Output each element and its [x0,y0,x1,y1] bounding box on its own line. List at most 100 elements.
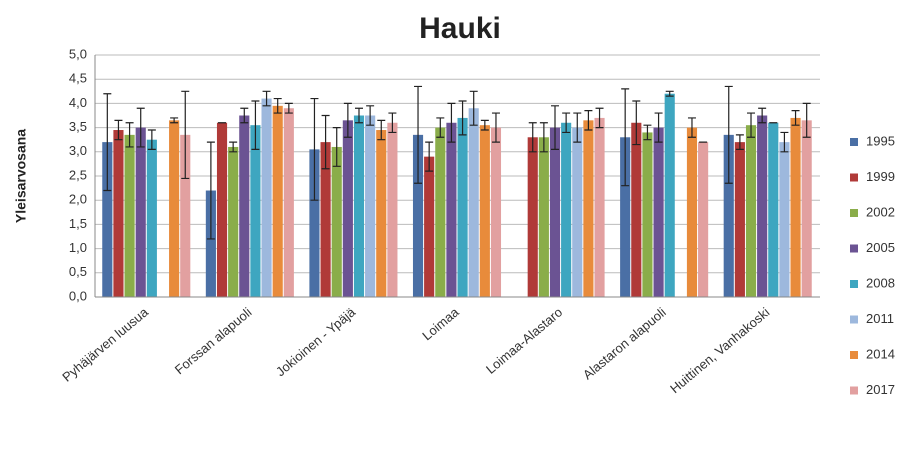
error-bar [414,85,423,184]
error-bar [480,119,489,131]
error-bar [262,90,271,107]
bar [490,127,502,297]
bar [446,122,457,297]
bar [342,120,353,297]
bar [561,122,572,297]
legend-label: 1995 [866,133,895,148]
bar [250,125,261,298]
error-bar [632,100,641,146]
x-tick-label: Huittinen, Vanhakoski [667,304,772,396]
error-bar [181,90,190,180]
bar [365,115,376,297]
error-bar [687,117,696,138]
x-tick-label: Pyhäjärven luusua [59,304,151,385]
error-bar [125,122,134,148]
error-bar [240,107,249,124]
error-bar [665,90,674,97]
y-tick-label: 1,5 [69,216,87,231]
error-bar [206,141,215,240]
error-bar [147,129,156,150]
error-bar [539,122,548,153]
bar [424,156,435,297]
bar [594,117,605,297]
legend-label: 1999 [866,169,895,184]
bar [527,137,538,297]
error-bar [724,85,733,184]
error-bar [584,110,593,131]
bar [572,127,583,297]
y-tick-label: 0,5 [69,264,87,279]
y-tick-label: 0,0 [69,288,87,303]
legend-label: 2014 [866,346,895,361]
bar [734,142,745,297]
x-tick-label: Loimaa-Alastaro [483,304,565,376]
legend-swatch [850,209,858,217]
bar [768,122,779,297]
error-bar [284,102,293,114]
legend-swatch [850,138,858,146]
error-bar [621,88,630,187]
error-bar [310,97,319,201]
bar [583,120,594,297]
bar [686,127,698,297]
bar [146,139,157,297]
bar [479,125,490,298]
legend-label: 2011 [866,311,894,326]
chart-title: Hauki [419,12,501,45]
x-tick-label: Alastaron alapuoli [580,304,669,382]
x-tick-label: Jokioinen - Ypäjä [273,304,359,379]
bar [272,105,283,297]
bar [283,108,294,298]
error-bar [425,141,434,172]
error-bar [273,97,282,114]
bar [468,108,479,298]
error-bar [758,107,767,124]
error-bar [103,93,112,192]
error-bar [170,117,179,124]
bar [723,134,734,297]
error-bar [595,107,604,129]
bar [180,134,191,297]
bar [631,122,642,297]
bar [102,142,113,297]
bar [387,122,398,297]
error-bar [458,100,467,136]
y-tick-label: 4,5 [69,71,87,86]
bar [124,134,135,297]
bar [376,130,387,297]
y-tick-label: 2,5 [69,167,87,182]
bar [620,137,631,297]
bar [331,146,342,297]
y-axis-label: Yleisarvosana [13,129,29,223]
error-bar [573,112,582,143]
bar [435,127,446,297]
bar [261,98,272,297]
error-bar [388,112,397,134]
error-bar [469,90,478,126]
error-bar [791,110,800,126]
error-bar [366,105,375,126]
bar [353,115,365,297]
legend-swatch [850,315,858,324]
error-bar [654,112,663,143]
error-bar [436,117,445,138]
error-bar [643,124,652,141]
bar [228,146,239,297]
error-bar [735,134,744,150]
bar [412,134,424,297]
legend-swatch [850,386,858,395]
error-bar [136,107,145,148]
error-bar [447,102,456,143]
bar [779,142,790,297]
bar [664,93,675,297]
error-bar [780,131,789,153]
bar [135,127,146,297]
bar [698,142,709,297]
error-bar [551,105,560,150]
bar [320,142,331,297]
y-tick-label: 3,0 [69,143,87,158]
error-bar [747,112,756,138]
error-bar [491,112,500,143]
legend-swatch [850,280,858,288]
bar [113,130,124,297]
